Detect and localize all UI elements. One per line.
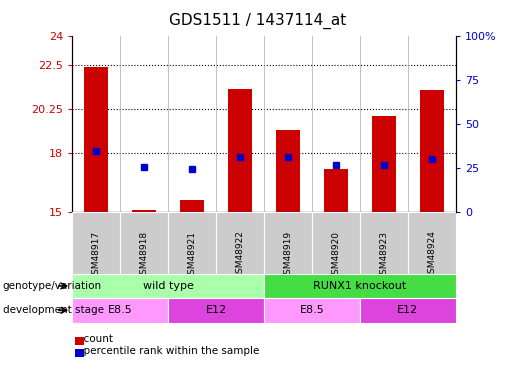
Bar (72, 298, 168, 322)
Text: E8.5: E8.5 (300, 305, 324, 315)
Text: GSM48918: GSM48918 (140, 230, 148, 280)
Bar (360, 212, 408, 298)
Text: GSM48923: GSM48923 (380, 231, 388, 279)
Text: GSM48922: GSM48922 (235, 231, 245, 279)
Bar (276, 130, 300, 212)
Text: GDS1511 / 1437114_at: GDS1511 / 1437114_at (169, 13, 346, 29)
Bar (72, 212, 120, 298)
Text: GSM48921: GSM48921 (187, 231, 197, 279)
Text: E12: E12 (205, 305, 227, 315)
Bar (264, 212, 312, 298)
Bar (84, 67, 108, 212)
Text: GSM48924: GSM48924 (427, 231, 436, 279)
Bar (408, 212, 456, 298)
Bar (72, 274, 264, 298)
Bar (360, 298, 456, 322)
Text: GSM48917: GSM48917 (92, 230, 100, 280)
Text: E8.5: E8.5 (108, 305, 132, 315)
Bar (216, 212, 264, 298)
Bar (324, 169, 348, 212)
Text: GSM48919: GSM48919 (283, 230, 293, 280)
Bar (180, 200, 204, 212)
Bar (312, 212, 360, 298)
Text: GSM48920: GSM48920 (331, 231, 340, 279)
Bar (264, 298, 360, 322)
Bar (168, 298, 264, 322)
Bar (120, 212, 168, 298)
Text: RUNX1 knockout: RUNX1 knockout (313, 281, 406, 291)
Bar (420, 90, 444, 212)
Bar (372, 116, 396, 212)
Text: E12: E12 (397, 305, 418, 315)
Text: percentile rank within the sample: percentile rank within the sample (77, 346, 260, 356)
Bar (264, 274, 456, 298)
Text: count: count (77, 334, 113, 344)
Bar (132, 210, 156, 212)
Text: development stage: development stage (3, 305, 104, 315)
Text: wild type: wild type (143, 281, 194, 291)
Text: genotype/variation: genotype/variation (3, 281, 101, 291)
Bar (168, 212, 216, 298)
Bar (228, 88, 252, 212)
